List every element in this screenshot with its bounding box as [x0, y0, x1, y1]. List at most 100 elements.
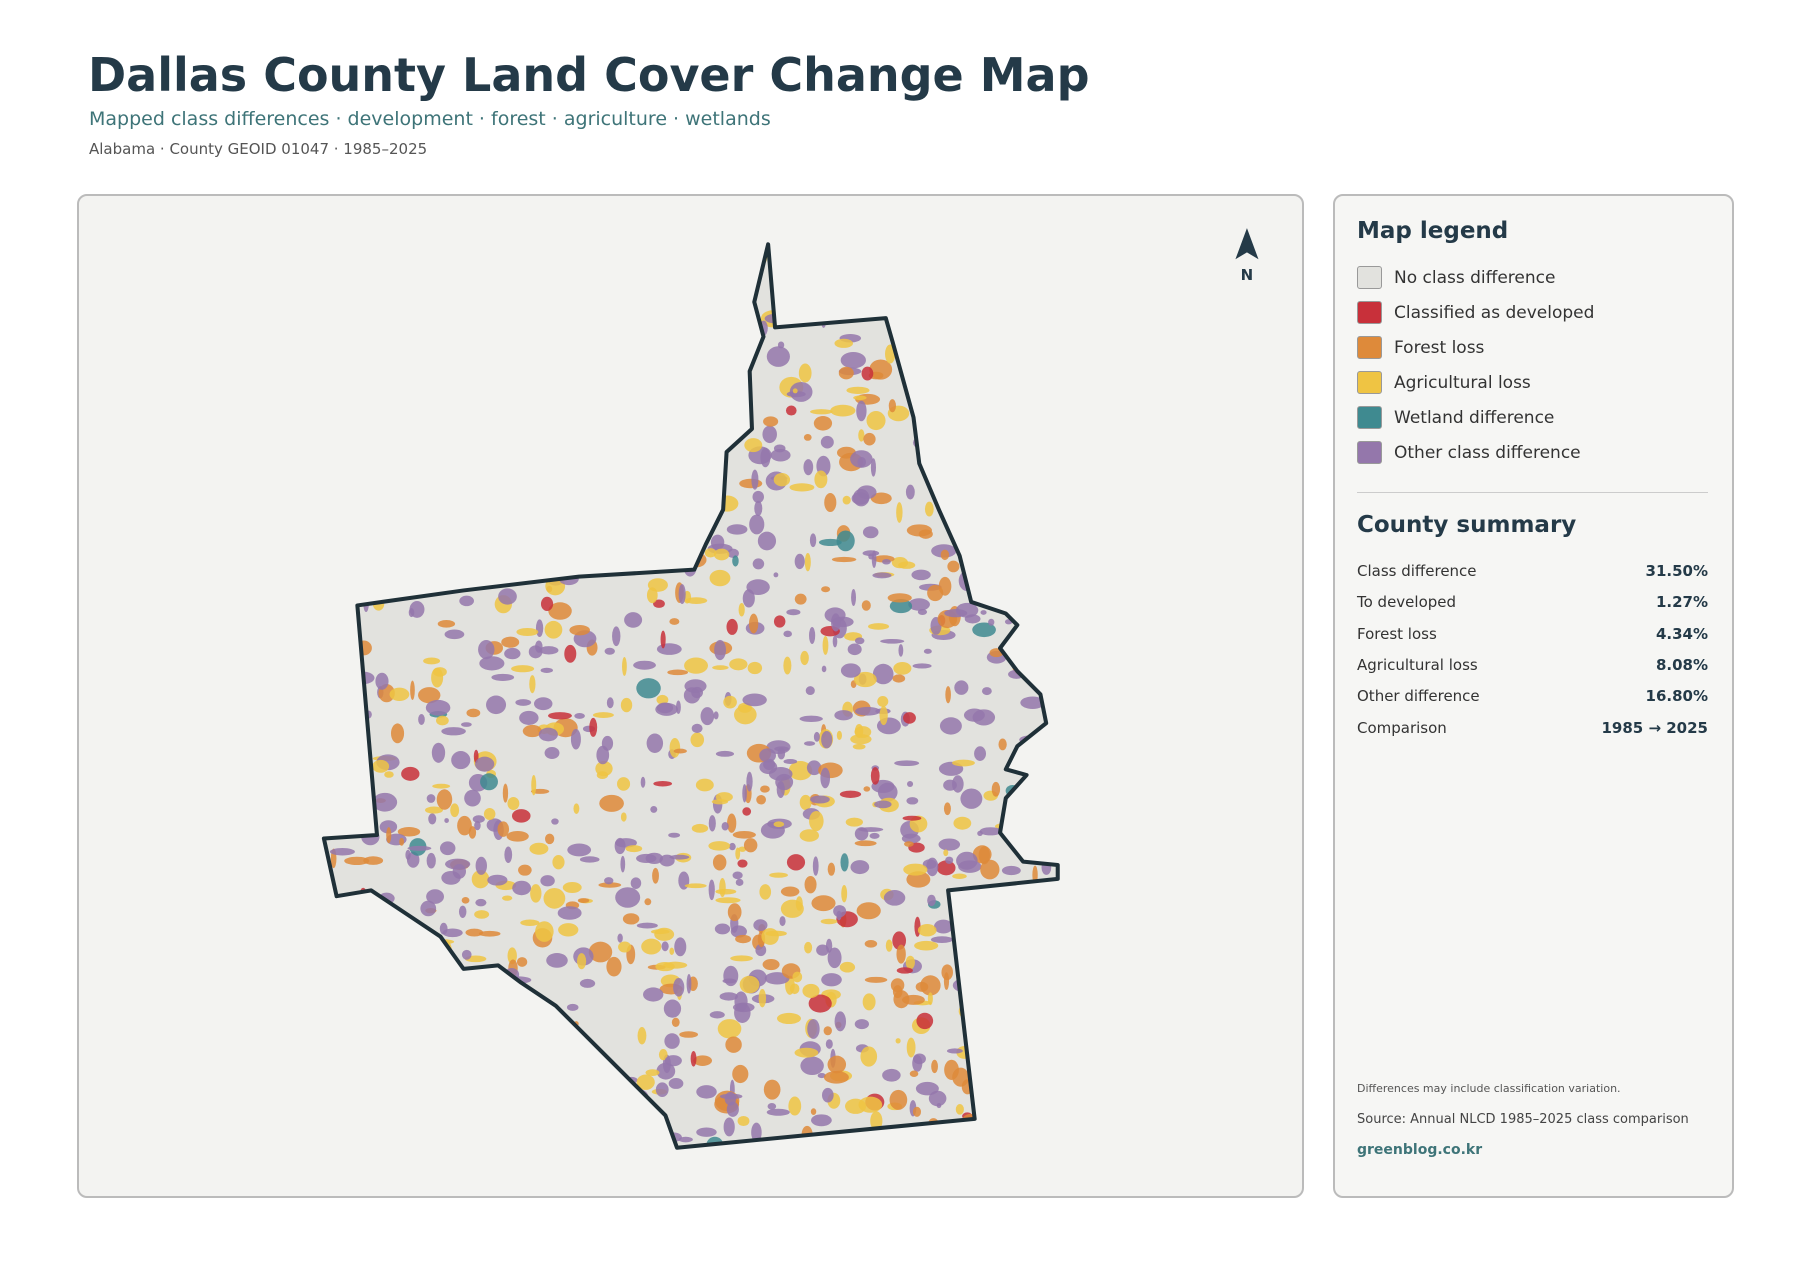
- change-patch: [757, 531, 777, 551]
- change-patch: [776, 1012, 801, 1025]
- change-patch: [708, 815, 716, 832]
- change-patch: [974, 746, 986, 761]
- change-patch: [527, 1081, 536, 1097]
- change-patch: [668, 1078, 684, 1089]
- change-patch: [653, 599, 665, 608]
- change-patch: [544, 385, 555, 392]
- map: N: [321, 228, 1259, 1159]
- change-patch: [467, 986, 492, 1005]
- change-patch: [846, 386, 870, 394]
- change-patch: [912, 1055, 923, 1072]
- change-patch: [961, 436, 975, 448]
- change-patch: [646, 733, 664, 753]
- change-patch: [968, 290, 979, 305]
- change-patch: [544, 747, 560, 759]
- change-patch: [669, 947, 675, 955]
- change-patch: [845, 817, 863, 827]
- change-patch: [381, 1094, 399, 1110]
- change-patch: [986, 1129, 994, 1146]
- change-patch: [384, 502, 404, 516]
- change-patch: [674, 937, 687, 957]
- change-patch: [368, 431, 392, 439]
- change-patch: [822, 636, 829, 655]
- divider: [1357, 492, 1708, 493]
- change-patch: [423, 1064, 439, 1079]
- change-patch: [1026, 894, 1036, 914]
- change-patch: [660, 630, 666, 649]
- change-patch: [565, 390, 580, 398]
- change-patch: [604, 877, 614, 885]
- change-patch: [349, 991, 358, 998]
- change-patch: [691, 723, 703, 734]
- change-patch: [581, 1109, 591, 1130]
- change-patch: [936, 860, 956, 876]
- change-patch: [388, 248, 402, 254]
- change-patch: [640, 776, 646, 788]
- change-patch: [486, 695, 507, 715]
- change-patch: [620, 697, 633, 713]
- change-patch: [614, 837, 626, 855]
- change-patch: [414, 1152, 430, 1159]
- summary-value: 1.27%: [1655, 593, 1708, 612]
- change-patch: [404, 1030, 425, 1048]
- change-patch: [533, 697, 553, 711]
- change-patch: [830, 259, 838, 272]
- change-patch: [426, 852, 436, 869]
- change-patch: [915, 981, 929, 992]
- change-patch: [535, 619, 544, 638]
- change-patch: [723, 253, 741, 268]
- north-label: N: [1241, 266, 1254, 284]
- change-patch: [978, 846, 990, 865]
- change-patch: [770, 448, 791, 462]
- change-patch: [551, 300, 578, 320]
- change-patch: [540, 667, 554, 673]
- change-patch: [800, 1056, 824, 1076]
- change-patch: [855, 706, 881, 716]
- change-patch: [408, 540, 415, 562]
- change-patch: [930, 936, 954, 944]
- change-patch: [1029, 268, 1053, 275]
- change-patch: [626, 402, 641, 412]
- change-patch: [847, 643, 862, 656]
- change-patch: [564, 268, 586, 282]
- change-patch: [797, 269, 822, 276]
- change-patch: [1024, 464, 1039, 471]
- change-patch: [892, 305, 904, 323]
- change-patch: [958, 967, 980, 976]
- change-patch: [450, 1120, 474, 1135]
- change-patch: [551, 818, 559, 825]
- change-patch: [1032, 536, 1049, 543]
- change-patch: [474, 820, 481, 831]
- change-patch: [732, 831, 756, 839]
- change-patch: [646, 587, 658, 604]
- change-patch: [363, 856, 384, 865]
- change-patch: [713, 327, 719, 345]
- change-patch: [754, 500, 763, 517]
- change-patch: [774, 297, 792, 303]
- change-patch: [914, 940, 939, 951]
- change-patch: [699, 353, 715, 370]
- change-patch: [1040, 1008, 1058, 1022]
- change-patch: [734, 285, 742, 295]
- change-patch: [470, 267, 479, 281]
- change-patch: [655, 498, 678, 513]
- change-patch: [612, 626, 621, 647]
- change-patch: [951, 404, 966, 425]
- change-patch: [695, 445, 702, 458]
- change-patch: [636, 922, 658, 929]
- change-patch: [660, 299, 666, 311]
- change-patch: [400, 968, 409, 977]
- change-patch: [323, 361, 333, 367]
- change-patch: [938, 838, 961, 851]
- change-patch: [968, 585, 994, 596]
- change-patch: [1028, 958, 1049, 978]
- change-patch: [988, 618, 995, 626]
- change-patch: [367, 917, 386, 929]
- change-patch: [863, 786, 871, 792]
- change-patch: [352, 804, 364, 811]
- change-patch: [373, 486, 392, 500]
- change-patch: [1011, 336, 1023, 344]
- change-patch: [599, 794, 624, 812]
- change-patch: [324, 1122, 330, 1130]
- change-patch: [536, 532, 554, 547]
